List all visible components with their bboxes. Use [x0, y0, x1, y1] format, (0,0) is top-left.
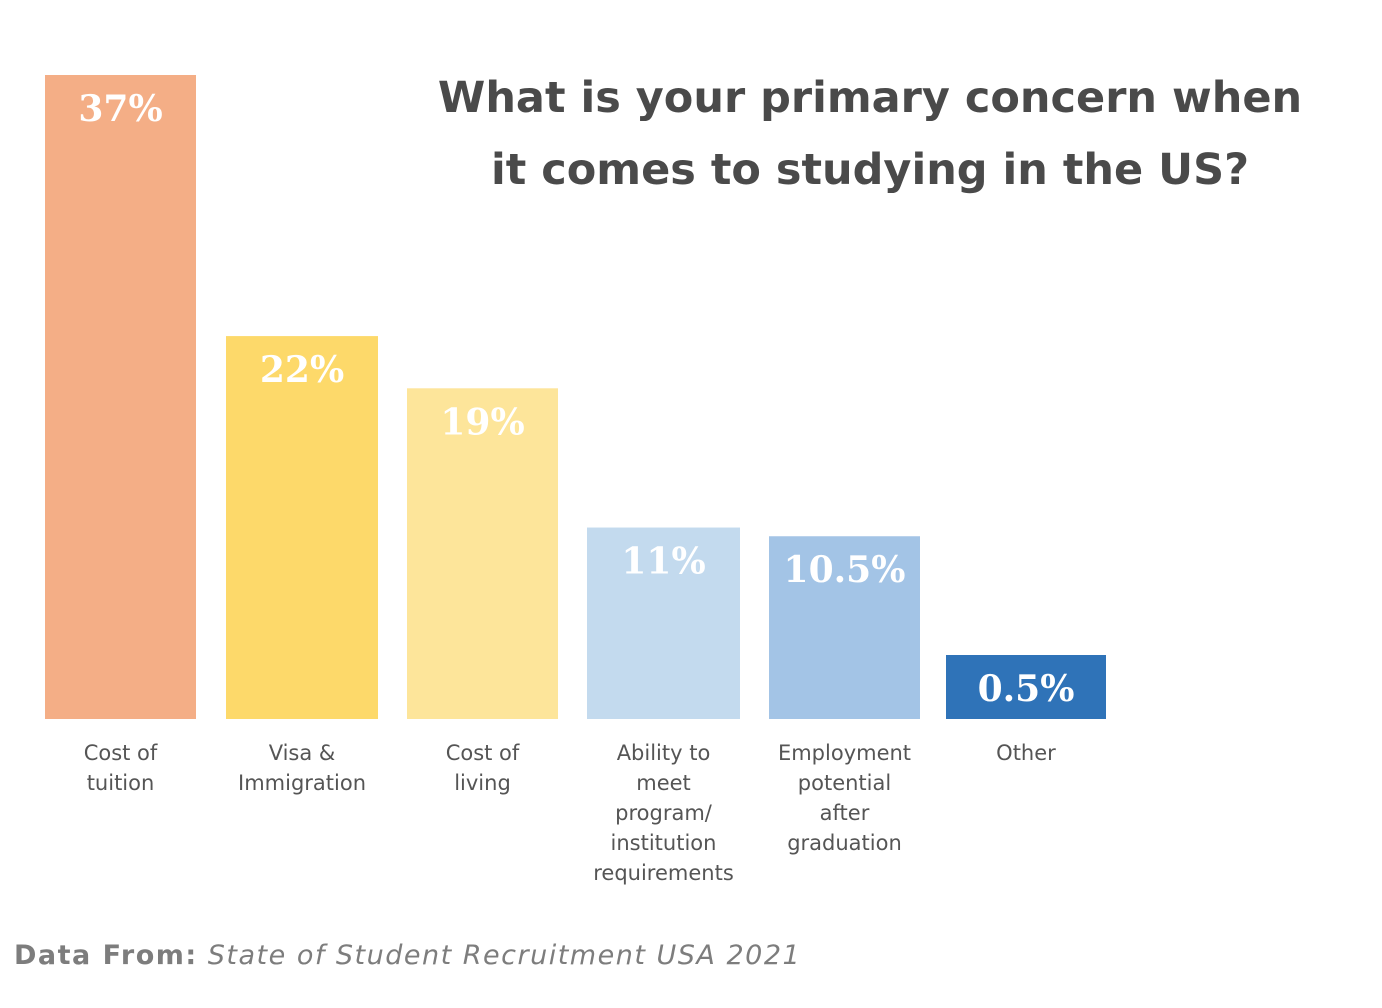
category-label-line: requirements: [593, 861, 734, 885]
bar-3: [407, 388, 558, 719]
source-label: Data From:: [14, 940, 198, 971]
bar-4: [587, 527, 740, 719]
category-label-line: meet: [636, 771, 691, 795]
category-label-line: living: [454, 771, 511, 795]
category-label-3: Cost of living: [446, 741, 520, 795]
bar-value-label-4: 11%: [621, 541, 705, 583]
bar-2: [226, 336, 378, 719]
source-note: Data From: State of Student Recruitment …: [14, 940, 801, 971]
category-label-6: Other: [996, 741, 1056, 765]
bar-value-label-2: 22%: [260, 349, 344, 391]
chart-title: What is your primary concern when it com…: [400, 62, 1340, 206]
chart-title-line-2: it comes to studying in the US?: [490, 145, 1250, 195]
category-label-line: tuition: [87, 771, 155, 795]
category-label-line: after: [820, 801, 870, 825]
bar-value-label-3: 19%: [440, 401, 524, 443]
category-label-line: institution: [611, 831, 717, 855]
category-label-line: program/: [615, 801, 713, 825]
chart-title-line-1: What is your primary concern when: [437, 73, 1303, 123]
category-label-4: Ability to meet program/institution require…: [593, 741, 734, 885]
category-label-2: Visa & Immigration: [238, 741, 366, 795]
category-label-line: Cost of: [446, 741, 520, 765]
bar-value-label-5: 10.5%: [784, 549, 906, 591]
bar-chart-plot: 37% Cost of tuition 22% Visa & Immigration 19%…: [45, 75, 1106, 885]
bar-value-label-1: 37%: [78, 88, 162, 130]
bar-1: [45, 75, 196, 719]
category-label-line: Visa &: [269, 741, 336, 765]
bar-value-label-6: 0.5%: [978, 668, 1075, 710]
category-label-line: Employment: [778, 741, 911, 765]
category-label-line: Other: [996, 741, 1056, 765]
category-label-line: Cost of: [84, 741, 158, 765]
category-label-line: Ability to: [617, 741, 711, 765]
category-label-line: potential: [798, 771, 891, 795]
bar-6: [946, 655, 1106, 719]
source-text: State of Student Recruitment USA 2021: [207, 940, 802, 971]
category-label-line: graduation: [787, 831, 902, 855]
category-label-5: Employment potential after graduation: [778, 741, 911, 855]
category-label-1: Cost of tuition: [84, 741, 158, 795]
category-label-line: Immigration: [238, 771, 366, 795]
bar-5: [769, 536, 920, 719]
